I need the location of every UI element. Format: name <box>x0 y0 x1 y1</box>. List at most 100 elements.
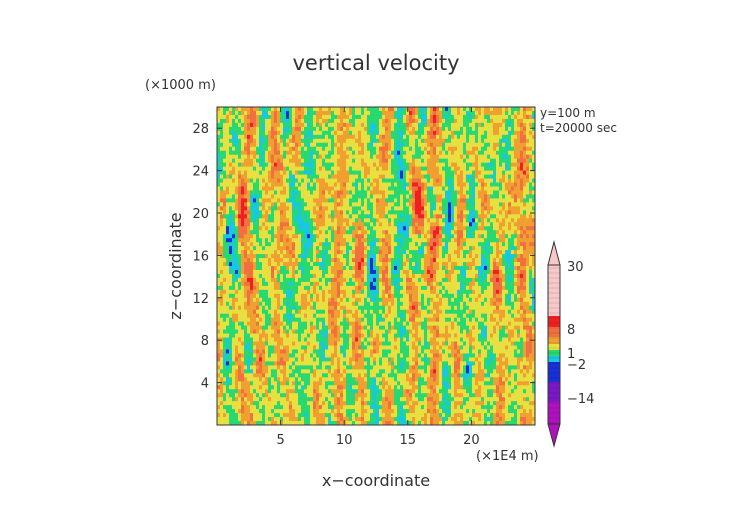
heatmap-cell <box>394 242 398 247</box>
heatmap-cell <box>325 138 329 144</box>
heatmap-cell <box>232 110 236 116</box>
heatmap-cell <box>286 285 290 291</box>
heatmap-cell <box>337 242 341 247</box>
heatmap-cell <box>220 190 224 196</box>
heatmap-cell <box>388 182 392 188</box>
heatmap-cell <box>304 373 308 378</box>
heatmap-cell <box>277 126 281 132</box>
heatmap-cell <box>283 301 287 307</box>
heatmap-cell <box>388 218 392 223</box>
heatmap-cell <box>331 393 335 398</box>
heatmap-cell <box>223 262 227 267</box>
heatmap-cell <box>238 126 242 132</box>
heatmap-cell <box>250 417 254 422</box>
heatmap-cell <box>325 277 329 283</box>
heatmap-cell <box>313 317 317 323</box>
heatmap-cell <box>235 365 239 370</box>
heatmap-cell <box>232 277 236 283</box>
heatmap-cell <box>331 250 335 255</box>
heatmap-cell <box>271 313 275 319</box>
heatmap-cell <box>367 130 371 136</box>
heatmap-cell <box>265 118 269 124</box>
heatmap-cell <box>253 377 257 382</box>
heatmap-cell <box>367 114 371 120</box>
heatmap-cell <box>376 234 380 239</box>
heatmap-cell <box>253 389 257 394</box>
heatmap-cell <box>283 401 287 406</box>
heatmap-cell <box>250 333 254 339</box>
heatmap-cell <box>292 421 296 425</box>
heatmap-cell <box>322 218 326 223</box>
heatmap-cell <box>379 170 383 176</box>
heatmap-cell <box>292 194 296 200</box>
heatmap-cell <box>343 258 347 263</box>
heatmap-cell <box>373 230 377 235</box>
heatmap-cell <box>226 238 230 243</box>
heatmap-cell <box>382 325 386 331</box>
heatmap-cell <box>286 182 290 188</box>
heatmap-cell <box>316 154 320 160</box>
heatmap-cell <box>280 250 284 255</box>
heatmap-cell <box>355 130 359 136</box>
heatmap-cell <box>238 293 242 299</box>
heatmap-cell <box>286 381 290 386</box>
heatmap-cell <box>367 166 371 172</box>
heatmap-cell <box>364 110 368 116</box>
heatmap-cell <box>343 250 347 255</box>
heatmap-cell <box>391 154 395 160</box>
heatmap-cell <box>232 385 236 390</box>
heatmap-cell <box>271 273 275 279</box>
heatmap-cell <box>301 401 305 406</box>
heatmap-cell <box>319 289 323 295</box>
heatmap-cell <box>217 357 221 362</box>
heatmap-cell <box>373 281 377 287</box>
heatmap-cell <box>283 393 287 398</box>
heatmap-cell <box>334 182 338 188</box>
heatmap-cell <box>241 417 245 422</box>
heatmap-cell <box>391 405 395 410</box>
heatmap-cell <box>394 266 398 271</box>
heatmap-cell <box>298 194 302 200</box>
heatmap-cell <box>328 381 332 386</box>
heatmap-cell <box>262 353 266 359</box>
heatmap-cell <box>232 333 236 339</box>
heatmap-cell <box>238 190 242 196</box>
heatmap-cell <box>247 333 251 339</box>
heatmap-cell <box>286 186 290 192</box>
heatmap-cell <box>313 297 317 303</box>
heatmap-cell <box>358 214 362 219</box>
heatmap-cell <box>292 405 296 410</box>
heatmap-cell <box>352 190 356 196</box>
heatmap-cell <box>217 409 221 414</box>
heatmap-cell <box>250 325 254 331</box>
heatmap-cell <box>382 361 386 366</box>
heatmap-cell <box>304 242 308 247</box>
heatmap-cell <box>379 198 383 203</box>
heatmap-cell <box>382 230 386 235</box>
heatmap-cell <box>367 305 371 311</box>
heatmap-cell <box>292 146 296 152</box>
heatmap-cell <box>292 150 296 156</box>
heatmap-cell <box>334 266 338 271</box>
heatmap-cell <box>298 329 302 335</box>
heatmap-cell <box>364 329 368 335</box>
heatmap-cell <box>379 329 383 335</box>
heatmap-cell <box>364 162 368 168</box>
heatmap-cell <box>223 162 227 168</box>
heatmap-cell <box>352 329 356 335</box>
heatmap-cell <box>373 313 377 319</box>
heatmap-cell <box>361 222 365 227</box>
heatmap-cell <box>400 289 404 295</box>
heatmap-cell <box>358 122 362 128</box>
heatmap-cell <box>319 230 323 235</box>
heatmap-cell <box>247 107 251 112</box>
heatmap-cell <box>397 166 401 172</box>
heatmap-cell <box>364 142 368 148</box>
heatmap-cell <box>289 417 293 422</box>
heatmap-cell <box>271 206 275 211</box>
heatmap-cell <box>256 154 260 160</box>
heatmap-cell <box>373 365 377 370</box>
heatmap-cell <box>223 218 227 223</box>
heatmap-cell <box>262 381 266 386</box>
heatmap-cell <box>298 353 302 359</box>
